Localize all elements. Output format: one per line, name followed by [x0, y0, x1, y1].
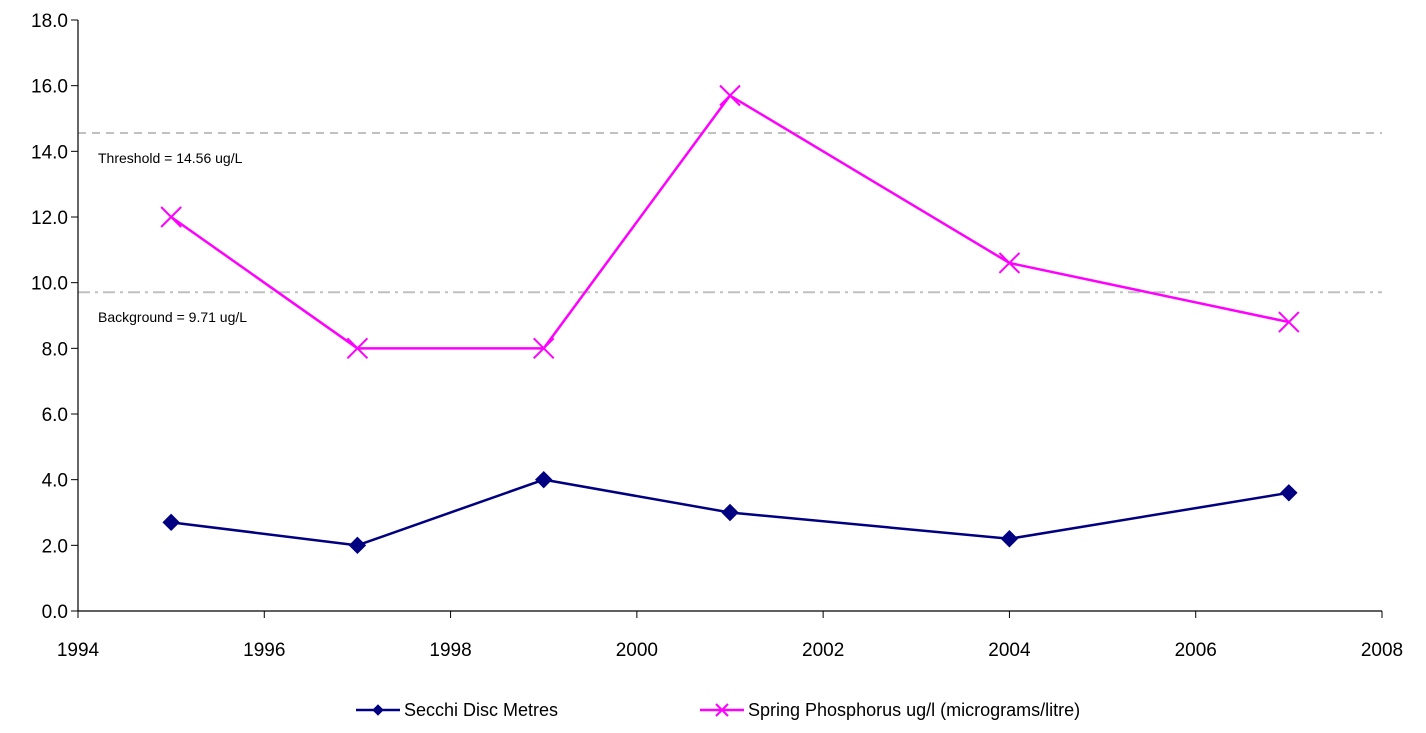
y-tick-label: 4.0 [42, 471, 68, 492]
series-line-1 [170, 94, 1290, 350]
x-tick-label: 2006 [1175, 640, 1217, 661]
legend-label: Secchi Disc Metres [404, 700, 558, 720]
data-point [1000, 530, 1019, 548]
legend-label: Spring Phosphorus ug/l (micrograms/litre… [748, 700, 1080, 720]
data-point [160, 206, 182, 228]
y-tick-label: 2.0 [42, 536, 68, 557]
x-tick-label: 1994 [57, 640, 100, 661]
reference-line-label: Background = 9.71 ug/L [98, 309, 247, 325]
data-point [348, 536, 367, 555]
data-point [162, 513, 180, 532]
y-tick-label: 18.0 [31, 11, 68, 32]
x-tick-label: 2002 [802, 640, 844, 661]
y-tick-label: 10.0 [31, 274, 68, 295]
data-point [533, 337, 555, 360]
y-tick-label: 14.0 [31, 142, 68, 163]
series-line-0 [170, 478, 1290, 547]
legend: Secchi Disc Metres Spring Phosphorus ug/l… [356, 700, 1080, 720]
legend-marker [372, 704, 384, 716]
x-tick-label: 2004 [988, 640, 1031, 661]
axes: 0.0 2.0 4.0 6.0 8.0 10.0 12.0 14.0 16.0 18.0 1994 1… [31, 11, 1403, 661]
data-point [346, 337, 369, 360]
y-tick-label: 16.0 [31, 77, 68, 98]
x-tick-label: 2008 [1361, 640, 1403, 661]
data-point [719, 84, 741, 107]
reference-line-label: Threshold = 14.56 ug/L [98, 150, 243, 166]
y-tick-label: 0.0 [42, 602, 68, 623]
data-point [1278, 311, 1300, 333]
data-point [1280, 484, 1298, 502]
y-tick-label: 12.0 [31, 208, 68, 229]
y-tick-label: 8.0 [42, 339, 68, 360]
data-point [535, 470, 553, 489]
data-point [998, 252, 1021, 274]
data-point [721, 503, 739, 522]
x-tick-label: 1998 [429, 640, 471, 661]
reference-lines: Threshold = 14.56 ug/L Background = 9.71 … [78, 131, 1382, 325]
series [160, 84, 1300, 555]
y-tick-label: 6.0 [42, 405, 68, 426]
legend-marker [715, 703, 729, 717]
x-tick-label: 1996 [243, 640, 285, 661]
x-tick-label: 2000 [616, 640, 658, 661]
